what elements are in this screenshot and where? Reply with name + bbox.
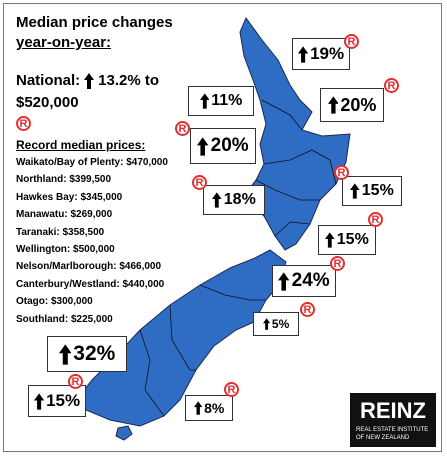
record-item: Waikato/Bay of Plenty: $470,000 [16, 157, 168, 168]
record-item: Nelson/Marlborough: $466,000 [16, 261, 162, 273]
region-border [274, 221, 311, 237]
record-item: Wellington: $500,000 [16, 244, 115, 255]
record-marker: R [384, 78, 399, 93]
callout: 5% [253, 312, 299, 336]
callout-text: 15% [336, 231, 369, 248]
callout-text: 15% [46, 391, 81, 410]
callout: 8% [185, 395, 233, 421]
callout-text: 20% [210, 135, 249, 156]
north-island [239, 16, 351, 251]
callout-text: 8% [204, 400, 225, 416]
record-marker: R [16, 116, 31, 131]
up-arrow [350, 183, 360, 199]
callout-text: 20% [340, 94, 377, 115]
national: National: 13.2% to [16, 72, 159, 89]
logo-tagline: REAL ESTATE INSTITUTE [356, 427, 428, 433]
record-marker: R [300, 302, 315, 317]
callout-text: 18% [223, 191, 256, 208]
callout-text: 24% [291, 270, 330, 291]
record-marker: R [175, 121, 190, 136]
up-arrow [58, 343, 72, 365]
national-label: National: [16, 72, 81, 89]
up-arrow [262, 318, 270, 330]
callout: 24% [272, 265, 336, 297]
record-marker: R [192, 175, 207, 190]
frame [3, 3, 442, 452]
record-marker: R [344, 34, 359, 49]
record-item: Manawatu: $269,000 [16, 209, 113, 221]
national-price: $520,000 [16, 94, 79, 111]
up-arrow [193, 401, 203, 415]
record-marker: R [68, 374, 83, 389]
reinz-logo: REINZ REAL ESTATE INSTITUTE OF NEW ZEALA… [350, 393, 436, 447]
region-border [199, 284, 266, 301]
up-arrow [199, 93, 210, 109]
record-marker: R [224, 382, 239, 397]
record-item: Southland: $225,000 [16, 313, 113, 325]
callout-text: 15% [361, 182, 394, 199]
up-arrow [278, 271, 290, 291]
callout: 15% [318, 225, 376, 255]
callout: 20% [190, 128, 256, 164]
record-marker: R [330, 256, 345, 271]
record-marker: R [368, 212, 383, 227]
logo-box [350, 393, 436, 447]
title: Median price changes [16, 14, 173, 31]
region-border [139, 329, 165, 417]
callout-text: 11% [211, 92, 243, 109]
up-arrow [325, 232, 335, 248]
record-item: Otago: $300,000 [16, 296, 93, 308]
logo-tagline: OF NEW ZEALAND [356, 435, 410, 441]
record-item: Taranaki: $358,500 [16, 226, 105, 238]
callout: 11% [188, 86, 254, 116]
region-border [169, 304, 196, 371]
record-item: Hawkes Bay: $345,000 [16, 191, 123, 203]
record-item: Canterbury/Westland: $440,000 [16, 278, 165, 290]
up-arrow [84, 72, 95, 89]
callout: 18% [203, 185, 265, 215]
national-change: 13.2% to [98, 72, 160, 89]
region-border [261, 99, 303, 131]
record-heading: Record median prices: [16, 138, 146, 152]
record-marker: R [334, 165, 349, 180]
up-arrow [197, 136, 209, 156]
up-arrow [212, 192, 222, 208]
callout: 15% [28, 385, 86, 417]
logo-name: REINZ [360, 398, 426, 423]
callout-text: 32% [73, 342, 116, 365]
up-arrow [327, 96, 339, 114]
callout: 19% [292, 38, 350, 70]
region-border [255, 179, 320, 201]
record-item: Northland: $399,500 [16, 174, 112, 186]
callout-text: 5% [271, 317, 290, 331]
region-border [263, 149, 337, 185]
callout-text: 19% [310, 44, 345, 63]
callout: 32% [47, 336, 127, 372]
up-arrow [297, 45, 309, 63]
callout: 20% [320, 88, 384, 122]
subtitle: year-on-year: [16, 34, 112, 51]
callout: 15% [342, 176, 402, 206]
up-arrow [33, 392, 45, 410]
stewart-island [115, 425, 133, 441]
